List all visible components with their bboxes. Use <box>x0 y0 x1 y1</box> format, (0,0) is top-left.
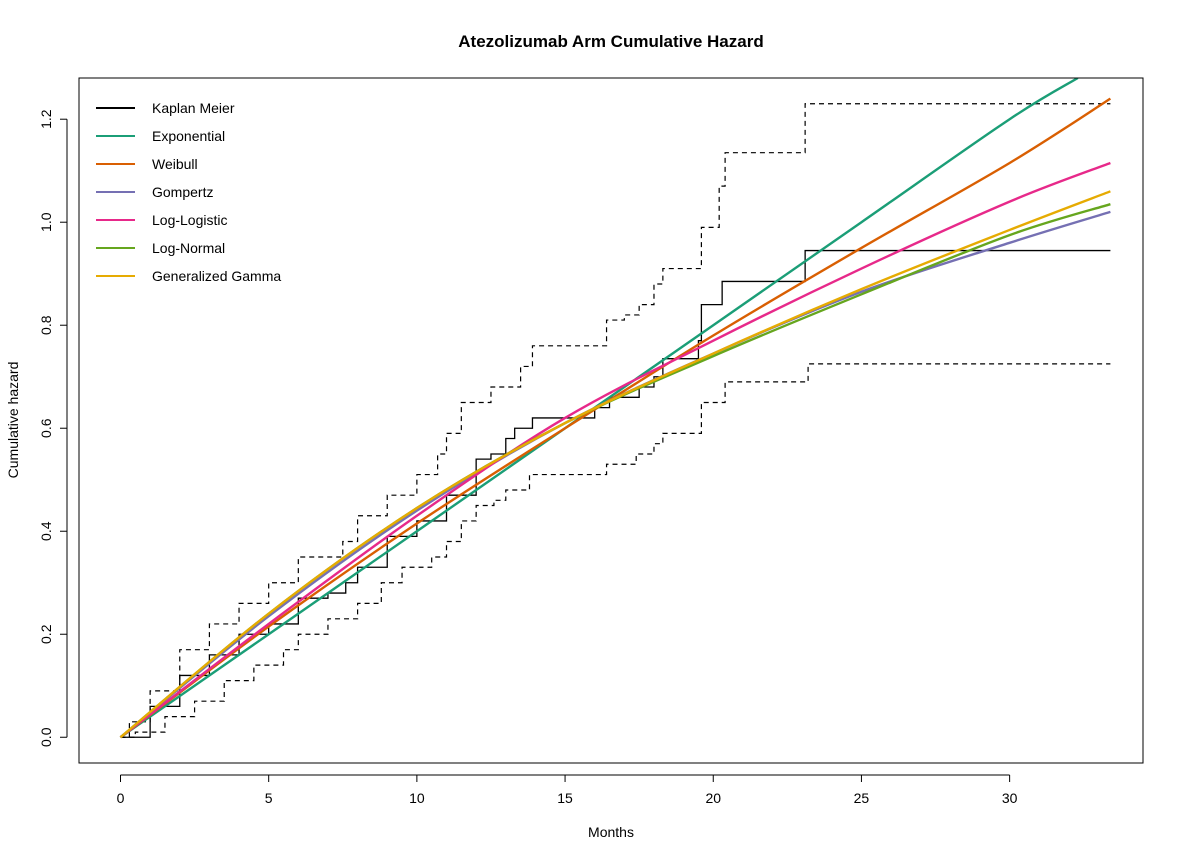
x-axis: 0 5 10 15 20 25 30 <box>117 774 1018 806</box>
chart-title: Atezolizumab Arm Cumulative Hazard <box>458 32 763 51</box>
generalized-gamma-fit-line <box>119 190 1111 739</box>
km-estimate-line <box>120 249 1111 738</box>
x-tick-label: 10 <box>409 790 425 806</box>
x-tick-label: 30 <box>1002 790 1018 806</box>
y-axis-label: Cumulative hazard <box>5 362 21 479</box>
km-upper-ci-line <box>120 103 1111 738</box>
y-tick-label: 0.6 <box>38 418 54 438</box>
legend-label-kaplan-meier: Kaplan Meier <box>152 100 235 116</box>
km-lower-ci-line <box>120 363 1111 738</box>
legend-label-generalized-gamma: Generalized Gamma <box>152 268 281 284</box>
y-tick-label: 0.8 <box>38 315 54 335</box>
x-tick-label: 15 <box>557 790 573 806</box>
log-logistic-fit-line <box>119 161 1111 739</box>
legend-label-weibull: Weibull <box>152 156 198 172</box>
x-tick-label: 25 <box>854 790 870 806</box>
legend-label-log-logistic: Log-Logistic <box>152 212 228 228</box>
y-tick-label: 0.2 <box>38 624 54 644</box>
gompertz-fit-line <box>119 210 1111 739</box>
log-normal-fit-line <box>119 203 1111 739</box>
x-tick-label: 5 <box>265 790 273 806</box>
x-tick-label: 20 <box>705 790 721 806</box>
legend-label-exponential: Exponential <box>152 128 225 144</box>
y-axis: 0.0 0.2 0.4 0.6 0.8 1.0 1.2 <box>38 109 68 747</box>
legend: Kaplan Meier Exponential Weibull Gompertz Lo… <box>96 100 281 284</box>
y-tick-label: 0.4 <box>38 521 54 541</box>
plot-frame <box>78 77 1144 764</box>
legend-label-gompertz: Gompertz <box>152 184 213 200</box>
exponential-fit-line <box>119 78 1079 739</box>
x-tick-label: 0 <box>117 790 125 806</box>
x-axis-label: Months <box>588 824 634 840</box>
parametric-fits-layer <box>119 78 1112 739</box>
y-tick-label: 1.2 <box>38 109 54 129</box>
weibull-fit-line <box>119 97 1112 739</box>
y-tick-label: 1.0 <box>38 212 54 232</box>
kaplan-meier-layer <box>120 103 1111 738</box>
y-tick-label: 0.0 <box>38 727 54 747</box>
legend-label-log-normal: Log-Normal <box>152 240 225 256</box>
